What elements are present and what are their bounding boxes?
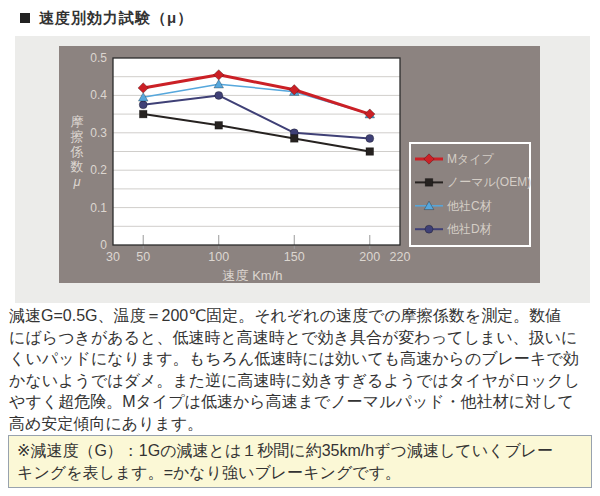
svg-text:0.2: 0.2 bbox=[90, 163, 107, 177]
chart-band: 00.10.20.30.40.53050100150200220摩擦係数μ速度 … bbox=[15, 36, 590, 303]
svg-text:他社D材: 他社D材 bbox=[447, 222, 492, 236]
svg-text:摩: 摩 bbox=[71, 114, 84, 129]
square-bullet-icon bbox=[20, 13, 30, 23]
chart-panel: 00.10.20.30.40.53050100150200220摩擦係数μ速度 … bbox=[59, 46, 540, 283]
svg-text:0.4: 0.4 bbox=[90, 88, 107, 102]
svg-text:0.5: 0.5 bbox=[90, 51, 107, 65]
svg-text:200: 200 bbox=[359, 250, 380, 264]
svg-text:数: 数 bbox=[70, 159, 84, 174]
page-title: 速度別効力試験（μ） bbox=[39, 9, 193, 28]
svg-text:220: 220 bbox=[390, 250, 411, 264]
svg-text:Mタイプ: Mタイプ bbox=[447, 152, 495, 166]
svg-text:μ: μ bbox=[72, 174, 80, 189]
svg-text:係: 係 bbox=[70, 144, 84, 159]
svg-text:擦: 擦 bbox=[71, 129, 84, 144]
svg-text:50: 50 bbox=[136, 250, 150, 264]
svg-text:100: 100 bbox=[208, 250, 229, 264]
x-axis-title: 速度 Km/h bbox=[223, 268, 283, 283]
svg-text:他社C材: 他社C材 bbox=[447, 199, 492, 213]
svg-text:ノーマル(OEM): ノーマル(OEM) bbox=[447, 175, 531, 189]
svg-text:30: 30 bbox=[106, 250, 120, 264]
svg-text:150: 150 bbox=[284, 250, 305, 264]
note-box: ※減速度（G）：1Gの減速とは１秒間に約35km/hずつ減速していくブレー キン… bbox=[8, 435, 592, 488]
svg-text:0.3: 0.3 bbox=[90, 126, 107, 140]
description-paragraph: 減速G=0.5G、温度＝200℃固定。それぞれの速度での摩擦係数を測定。数値 に… bbox=[9, 305, 595, 434]
svg-text:0.1: 0.1 bbox=[90, 201, 107, 215]
friction-chart: 00.10.20.30.40.53050100150200220摩擦係数μ速度 … bbox=[59, 46, 540, 283]
section-header: 速度別効力試験（μ） bbox=[0, 0, 600, 28]
